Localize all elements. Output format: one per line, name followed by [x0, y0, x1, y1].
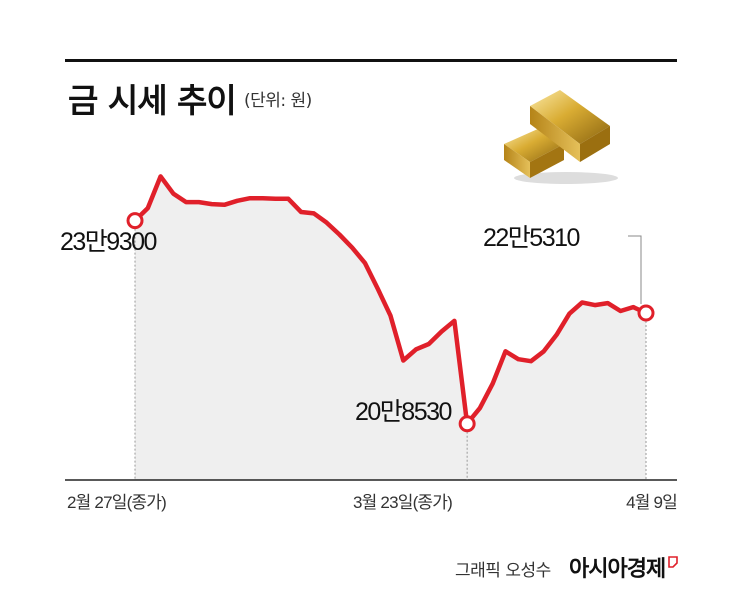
graphic-credit: 그래픽 오성수 — [455, 561, 551, 581]
top-rule — [65, 59, 677, 62]
x-tick-label: 4월 9일 — [626, 493, 677, 512]
data-point — [637, 304, 655, 322]
data-label: 23만9300 — [60, 228, 157, 256]
data-label: 20만8530 — [355, 398, 452, 426]
logo-mark-icon — [668, 556, 678, 568]
unit-label: (단위: 원) — [244, 91, 312, 111]
data-label: 22만5310 — [483, 224, 580, 252]
chart-title: 금 시세 추이 — [68, 81, 237, 120]
x-tick-label: 2월 27일(종가) — [67, 493, 166, 512]
area-fill — [135, 176, 646, 480]
gold-bars-icon — [504, 90, 618, 184]
series-line — [132, 174, 649, 426]
x-tick-label: 3월 23일(종가) — [353, 493, 452, 512]
data-point — [458, 415, 476, 433]
label-leader — [628, 235, 642, 304]
data-point — [126, 212, 144, 230]
publisher-logo: 아시아경제 — [569, 557, 666, 582]
